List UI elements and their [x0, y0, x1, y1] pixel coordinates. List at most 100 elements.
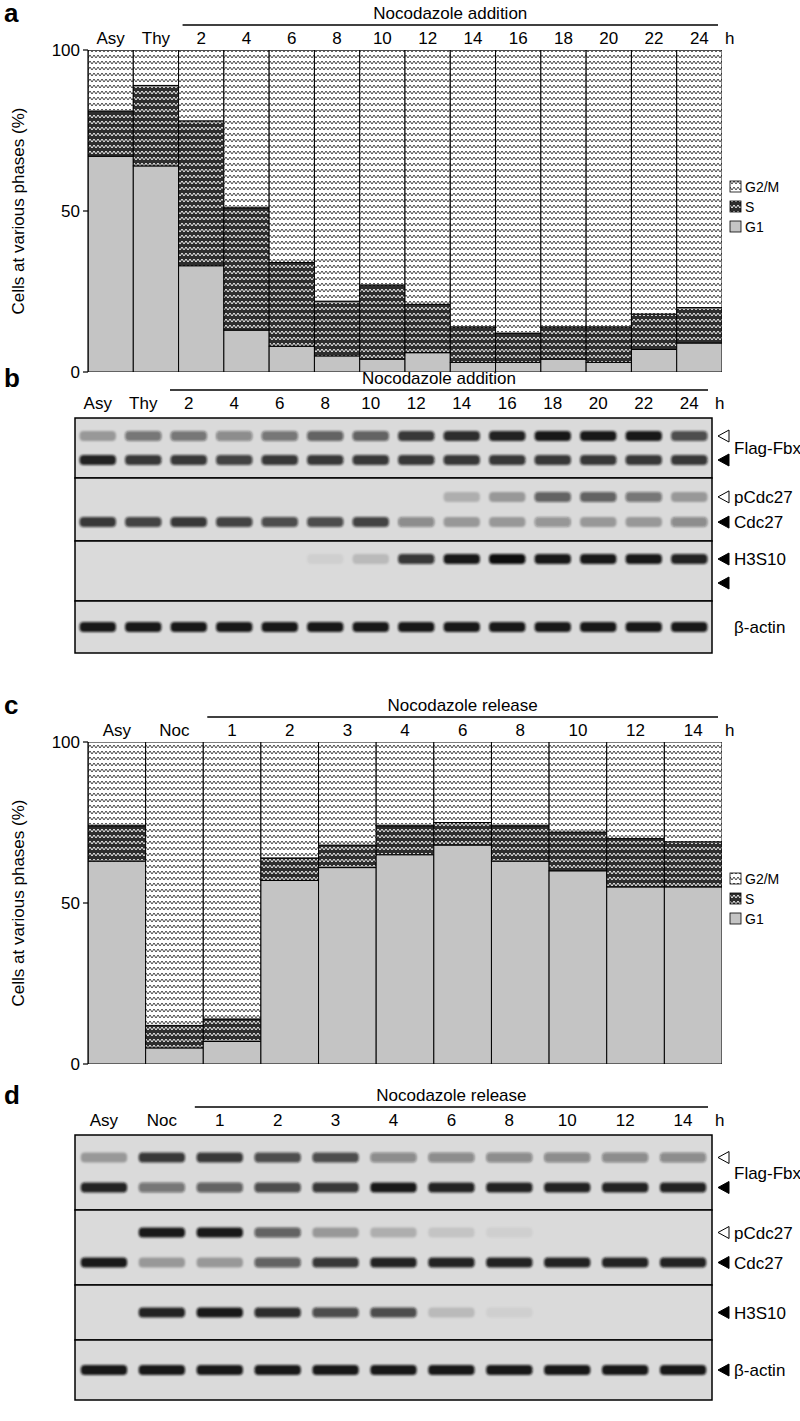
category-label: 8 — [321, 394, 330, 413]
band — [489, 554, 525, 564]
band-label: Cdc27 — [734, 1254, 783, 1273]
band — [489, 517, 525, 527]
category-label: 24 — [680, 394, 699, 413]
band — [255, 1365, 301, 1375]
band — [216, 554, 252, 564]
bar-segment — [405, 50, 450, 304]
band — [671, 622, 707, 632]
blot-strip — [75, 1340, 712, 1400]
category-label: 4 — [400, 721, 409, 740]
band — [626, 622, 662, 632]
title: Nocodazole addition — [373, 4, 527, 23]
bar-segment — [146, 742, 204, 1025]
band — [171, 622, 207, 632]
bar-segment — [496, 50, 541, 333]
band — [80, 578, 116, 588]
band-label: pCdc27 — [734, 488, 793, 507]
band — [216, 492, 252, 502]
bar-segment — [549, 832, 607, 871]
x-unit-label: h — [725, 29, 734, 48]
legend-swatch — [730, 221, 741, 232]
band — [535, 492, 571, 502]
band — [671, 517, 707, 527]
bar-segment — [319, 742, 377, 845]
band — [626, 517, 662, 527]
band — [125, 431, 161, 441]
band — [544, 1153, 590, 1163]
bar-segment — [586, 362, 631, 372]
bar-segment — [496, 333, 541, 362]
band — [444, 622, 480, 632]
band — [197, 1183, 243, 1193]
title: Nocodazole addition — [362, 369, 516, 388]
blot-strip — [75, 541, 712, 601]
category-label: 12 — [626, 721, 645, 740]
band-arrow — [718, 1152, 729, 1164]
category-label: 6 — [275, 394, 284, 413]
band-arrow — [718, 1307, 729, 1319]
bar-segment — [631, 349, 676, 372]
band — [216, 517, 252, 527]
band — [580, 554, 616, 564]
band — [353, 431, 389, 441]
legend-label: G2/M — [745, 871, 779, 887]
category-label: Asy — [103, 721, 132, 740]
band — [139, 1153, 185, 1163]
band — [216, 431, 252, 441]
band-label: β-actin — [734, 618, 785, 637]
band — [370, 1153, 416, 1163]
band — [544, 1365, 590, 1375]
band — [312, 1258, 358, 1268]
legend-label: S — [745, 199, 754, 215]
category-label: 10 — [568, 721, 587, 740]
band — [398, 492, 434, 502]
bar-segment — [261, 858, 319, 881]
band — [125, 622, 161, 632]
category-label: Asy — [96, 29, 125, 48]
category-label: 12 — [407, 394, 426, 413]
band — [544, 1228, 590, 1238]
category-label: 6 — [458, 721, 467, 740]
band — [398, 554, 434, 564]
band — [535, 517, 571, 527]
bar-segment — [631, 314, 676, 349]
band — [486, 1258, 532, 1268]
category-label: 1 — [227, 721, 236, 740]
bar-segment — [541, 327, 586, 359]
band — [262, 622, 298, 632]
bar-segment — [376, 855, 434, 1064]
category-label: 2 — [285, 721, 294, 740]
band — [307, 517, 343, 527]
category-label: 2 — [196, 29, 205, 48]
band — [486, 1365, 532, 1375]
band — [262, 455, 298, 465]
y-tick — [83, 741, 88, 742]
band — [580, 431, 616, 441]
legend-label: G1 — [745, 219, 764, 235]
bar-segment — [88, 826, 146, 861]
category-label: 2 — [184, 394, 193, 413]
band — [535, 455, 571, 465]
band — [489, 455, 525, 465]
category-label: 12 — [418, 29, 437, 48]
bar-segment — [133, 85, 178, 166]
band-label: β-actin — [734, 1361, 785, 1380]
bar-segment — [88, 742, 146, 826]
bar-segment — [664, 742, 722, 842]
bar-segment — [376, 826, 434, 855]
category-label: 14 — [674, 1111, 693, 1130]
bar-segment — [491, 826, 549, 861]
bar-segment — [203, 742, 261, 1019]
bar-segment — [450, 327, 495, 362]
band — [312, 1308, 358, 1318]
y-axis-label: Cells at various phases (%) — [9, 800, 28, 1007]
band — [255, 1308, 301, 1318]
legend-swatch — [730, 893, 741, 904]
panel-label: a — [4, 0, 19, 28]
band — [255, 1228, 301, 1238]
legend-swatch — [730, 873, 741, 884]
category-label: Noc — [147, 1111, 178, 1130]
bar-segment — [146, 1048, 204, 1064]
band-label: H3S10 — [734, 1304, 786, 1323]
bar-segment — [586, 327, 631, 362]
